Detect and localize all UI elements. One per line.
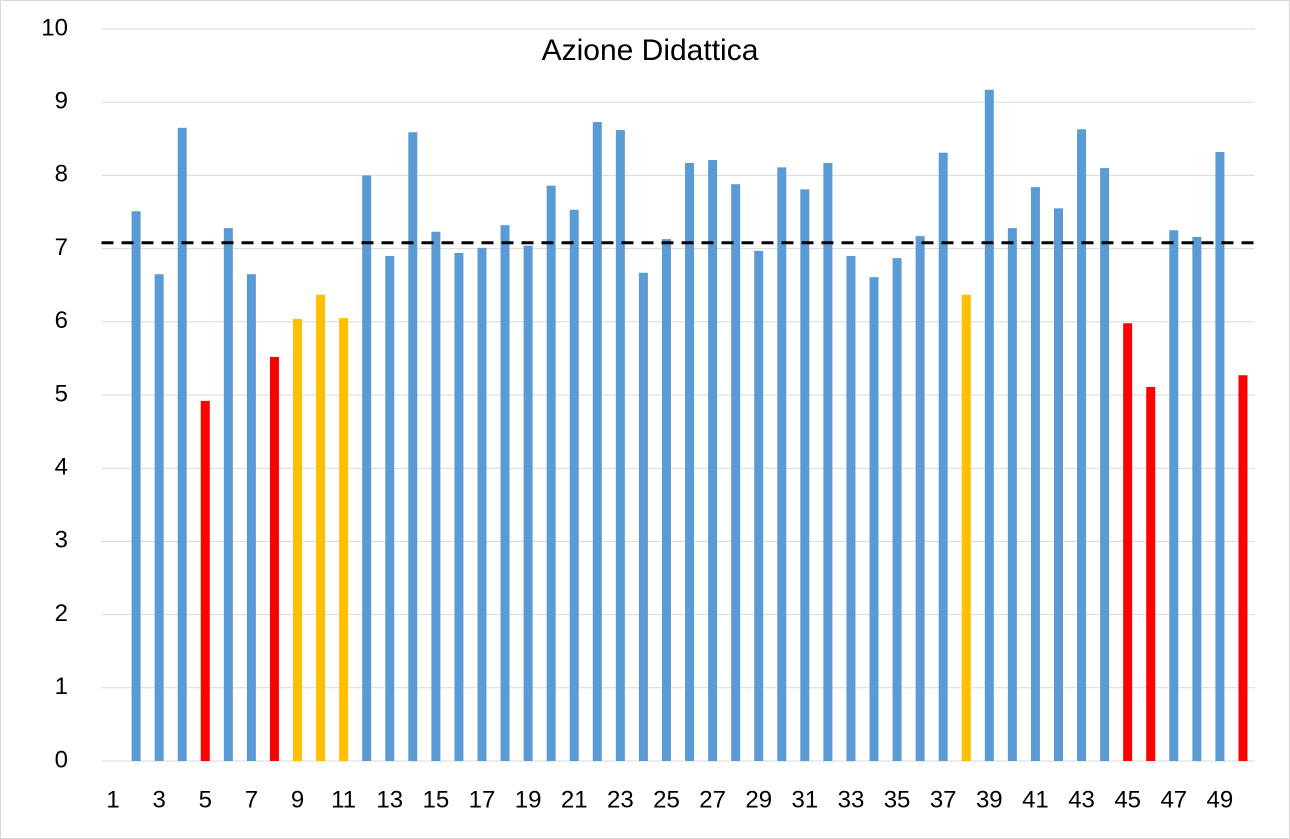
y-tick-label: 2 [55, 600, 68, 627]
x-tick-label: 1 [106, 786, 119, 813]
bar [500, 225, 510, 761]
bar [661, 239, 671, 762]
bar [1053, 208, 1063, 762]
bar [1169, 230, 1179, 762]
bar [1215, 151, 1225, 761]
x-tick-label: 43 [1068, 786, 1095, 813]
bar [339, 318, 349, 761]
bar [154, 274, 164, 761]
x-tick-label: 15 [423, 786, 450, 813]
bar [408, 132, 418, 761]
x-tick-label: 19 [515, 786, 542, 813]
bar [523, 245, 533, 761]
x-tick-label: 7 [245, 786, 258, 813]
bar [316, 294, 326, 761]
x-tick-label: 5 [199, 786, 212, 813]
y-tick-label: 1 [55, 673, 68, 700]
bar [892, 258, 902, 761]
x-tick-label: 35 [884, 786, 911, 813]
bar [131, 211, 141, 761]
y-tick-label: 10 [41, 14, 68, 41]
x-tick-label: 45 [1114, 786, 1141, 813]
bar [1030, 187, 1040, 761]
y-tick-label: 9 [55, 88, 68, 115]
bar [1100, 168, 1110, 761]
bar [362, 175, 372, 761]
bar [615, 130, 625, 762]
bar [823, 162, 833, 761]
x-tick-label: 33 [838, 786, 865, 813]
x-tick-label: 11 [331, 786, 356, 813]
bar [1077, 129, 1087, 761]
bar [754, 250, 764, 761]
bar [961, 294, 971, 761]
y-tick-label: 3 [55, 527, 68, 554]
x-tick-label: 25 [653, 786, 680, 813]
bar [1192, 236, 1202, 761]
y-tick-label: 8 [55, 161, 68, 188]
y-tick-label: 5 [55, 380, 68, 407]
bar [984, 89, 994, 762]
bar [915, 236, 925, 761]
y-tick-label: 4 [55, 454, 68, 481]
x-tick-label: 37 [930, 786, 957, 813]
y-tick-label: 6 [55, 307, 68, 334]
bar [569, 209, 579, 761]
bar [777, 167, 787, 761]
bar [477, 247, 487, 762]
bar [293, 318, 303, 761]
bar [1238, 375, 1248, 761]
x-tick-label: 39 [976, 786, 1003, 813]
x-tick-label: 49 [1207, 786, 1234, 813]
x-tick-label: 3 [152, 786, 165, 813]
bar [223, 228, 233, 761]
bar [800, 189, 810, 762]
bar [1007, 228, 1017, 761]
bar [846, 255, 856, 762]
bar [1123, 323, 1133, 761]
x-tick-label: 21 [561, 786, 588, 813]
x-tick-label: 13 [376, 786, 403, 813]
bar [200, 400, 210, 761]
bar [592, 121, 602, 762]
bar [246, 274, 256, 761]
chart-title: Azione Didattica [542, 34, 759, 67]
bar [638, 272, 648, 761]
bar [385, 255, 395, 762]
y-tick-label: 7 [55, 234, 68, 261]
x-tick-label: 27 [699, 786, 726, 813]
bar [685, 162, 695, 761]
y-tick-label: 0 [55, 746, 68, 773]
bar [546, 185, 556, 761]
x-tick-label: 41 [1022, 786, 1049, 813]
x-tick-label: 9 [291, 786, 304, 813]
x-tick-label: 23 [607, 786, 634, 813]
bar [431, 231, 441, 762]
bar [454, 252, 464, 761]
bar [1146, 386, 1156, 761]
bar [269, 356, 279, 761]
bar [708, 160, 718, 761]
x-tick-label: 31 [791, 786, 818, 813]
x-tick-label: 47 [1160, 786, 1187, 813]
x-tick-label: 17 [469, 786, 496, 813]
x-tick-label: 29 [745, 786, 772, 813]
bar [731, 184, 741, 761]
bar [938, 152, 948, 761]
bar [869, 277, 879, 761]
bar [177, 127, 187, 761]
